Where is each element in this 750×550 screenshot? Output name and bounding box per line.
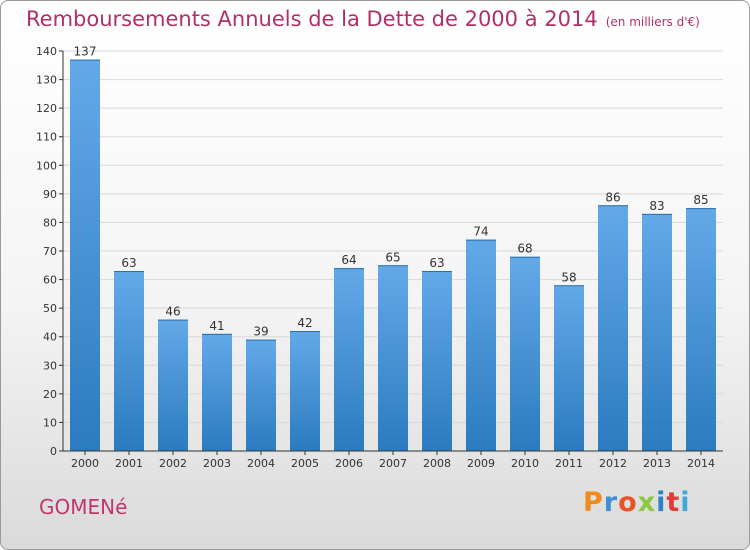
x-tick-label: 2002 [159, 457, 187, 470]
bar [246, 339, 276, 451]
bar [510, 256, 540, 451]
logo-letter: t [666, 487, 681, 518]
x-tick-label: 2013 [643, 457, 671, 470]
bar-value-label: 63 [121, 256, 136, 270]
logo-letter: x [637, 487, 657, 518]
bar [642, 213, 672, 451]
bar-value-label: 137 [74, 45, 97, 59]
labels: 0 10 20 30 40 50 60 70 80 90 100 110 120 130 140 137 200… [36, 45, 715, 470]
bar-value-label: 42 [297, 316, 312, 330]
x-tick-label: 2003 [203, 457, 231, 470]
commune-name: GOMENé [39, 495, 128, 519]
y-tick-label: 90 [43, 188, 57, 201]
bar-value-label: 46 [165, 305, 180, 319]
proxiti-logo[interactable]: Proxiti [583, 487, 691, 518]
bar [334, 268, 364, 451]
logo-letter: o [618, 487, 638, 518]
chart-title-text: Remboursements Annuels de la Dette de 20… [26, 7, 598, 31]
bar-value-label: 85 [693, 193, 708, 207]
bar [158, 319, 188, 451]
y-tick-label: 0 [50, 445, 57, 458]
y-tick-label: 130 [36, 74, 57, 87]
y-tick-label: 20 [43, 388, 57, 401]
logo-letter: i [656, 487, 667, 518]
x-tick-label: 2011 [555, 457, 583, 470]
bar [598, 205, 628, 451]
y-tick-label: 140 [36, 45, 57, 58]
x-tick-label: 2004 [247, 457, 275, 470]
bar-value-label: 39 [253, 325, 268, 339]
x-tick-label: 2000 [71, 457, 99, 470]
bar [686, 208, 716, 451]
bar-value-label: 63 [429, 256, 444, 270]
bar [290, 331, 320, 451]
x-tick-label: 2012 [599, 457, 627, 470]
y-tick-label: 10 [43, 416, 57, 429]
bars [70, 59, 716, 451]
x-tick-label: 2007 [379, 457, 407, 470]
bar [422, 271, 452, 451]
bar [378, 265, 408, 451]
bar [114, 271, 144, 451]
x-tick-label: 2009 [467, 457, 495, 470]
logo-letter: P [583, 487, 604, 518]
bar-value-label: 68 [517, 242, 532, 256]
axes [59, 50, 723, 455]
x-tick-label: 2008 [423, 457, 451, 470]
y-tick-label: 120 [36, 102, 57, 115]
logo-letter: i [680, 487, 691, 518]
y-tick-label: 30 [43, 359, 57, 372]
y-tick-label: 80 [43, 216, 57, 229]
bar-value-label: 65 [385, 250, 400, 264]
y-tick-label: 100 [36, 159, 57, 172]
chart-unit-note: (en milliers d'€) [605, 15, 700, 29]
x-tick-label: 2006 [335, 457, 363, 470]
bar-value-label: 74 [473, 225, 488, 239]
bar-value-label: 83 [649, 199, 664, 213]
bar [554, 285, 584, 451]
y-tick-label: 60 [43, 274, 57, 287]
bar-value-label: 86 [605, 190, 620, 204]
x-tick-label: 2010 [511, 457, 539, 470]
logo-letter: r [603, 487, 619, 518]
x-tick-label: 2001 [115, 457, 143, 470]
y-tick-label: 50 [43, 302, 57, 315]
x-tick-label: 2014 [687, 457, 715, 470]
bar-value-label: 64 [341, 253, 356, 267]
y-tick-label: 40 [43, 331, 57, 344]
x-tick-label: 2005 [291, 457, 319, 470]
bar-value-label: 58 [561, 270, 576, 284]
bar-value-label: 41 [209, 319, 224, 333]
bar [202, 333, 232, 451]
y-tick-label: 70 [43, 245, 57, 258]
bar [70, 59, 100, 451]
chart-title: Remboursements Annuels de la Dette de 20… [26, 7, 700, 31]
bar [466, 239, 496, 451]
y-tick-label: 110 [36, 131, 57, 144]
